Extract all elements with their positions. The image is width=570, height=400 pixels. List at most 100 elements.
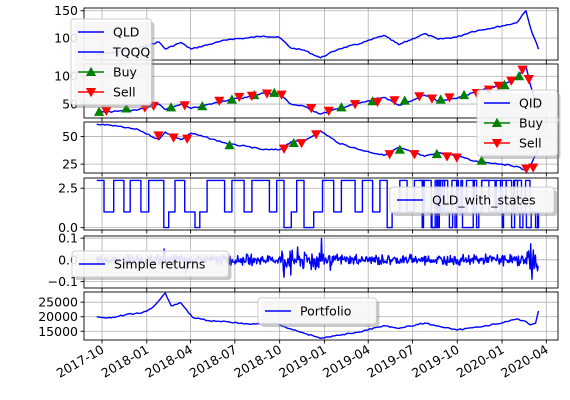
legend-qld-box	[70, 18, 152, 106]
tqqq-panel-buy-marker-11	[458, 89, 470, 100]
qid-panel-sell-marker-4	[296, 139, 307, 149]
x-tick-label-6: 2019-04	[320, 342, 373, 381]
portfolio-panel-plot	[96, 292, 540, 339]
legend-states-box	[389, 186, 555, 214]
legend-qld-label-1: TQQQ	[112, 45, 150, 60]
legend-qid-marker-1	[491, 117, 503, 127]
price-panel-top-ytick-label-1: 150	[54, 3, 78, 18]
x-tick-label-9: 2020-01	[454, 342, 507, 381]
qid-panel-plot	[96, 123, 540, 173]
legend-qid-label-0: QID	[519, 96, 542, 111]
tqqq-panel-sell-marker-10	[323, 106, 334, 116]
tqqq-panel-sell-marker-4	[214, 96, 225, 106]
tqqq-panel-sell-marker-20	[506, 76, 517, 86]
tqqq-panel-buy-marker-2	[166, 102, 177, 112]
qid-panel-sell-marker-5	[311, 130, 322, 140]
legend-returns-box	[71, 250, 229, 278]
tqqq-panel-sell-marker-15	[426, 94, 438, 104]
tqqq-panel-sell-marker-14	[414, 92, 425, 102]
qid-panel-buy-marker-3	[431, 148, 442, 159]
tqqq-panel-sell-marker-7	[261, 89, 273, 99]
tqqq-panel-sell-marker-11	[349, 100, 361, 110]
qid-panel-sell-marker-2	[182, 134, 193, 144]
portfolio-panel-frame	[83, 291, 559, 341]
qid-panel-sell-marker-9	[451, 153, 462, 163]
returns-panel-ytick-label-0: −0.1	[48, 274, 78, 289]
tqqq-panel-sell-marker-9	[306, 103, 317, 114]
x-tick-label-4: 2018-10	[231, 342, 284, 381]
tqqq-panel-series-0	[96, 65, 540, 115]
price-panel-top-series-0	[96, 10, 540, 59]
qid-panel-ytick-label-0: 25	[62, 157, 78, 172]
qid-panel-sell-marker-0	[153, 131, 164, 141]
tqqq-panel-buy-marker-0	[93, 106, 105, 116]
states-panel-ytick-label-0: 0.0	[58, 220, 78, 235]
qid-panel-sell-marker-1	[168, 133, 179, 143]
portfolio-panel-ytick-label-1: 20000	[38, 309, 78, 324]
legend-qld-label-0: QLD	[113, 25, 139, 40]
qid-panel-sell-marker-8	[441, 152, 453, 162]
qid-panel-buy-marker-1	[288, 137, 299, 148]
tqqq-panel-sell-marker-5	[234, 92, 245, 103]
tqqq-panel-sell-marker-13	[389, 96, 400, 106]
x-tick-label-1: 2018-01	[99, 342, 152, 381]
legend-states-label-0: QLD_with_states	[432, 193, 536, 208]
tqqq-panel-buy-marker-1	[121, 103, 132, 113]
legend-qld-label-2: Buy	[113, 65, 137, 80]
legends: QLD TQQQ Buy Sell QID Buy Sell QLD_with_states S…	[70, 18, 561, 327]
tqqq-panel-buy-marker-7	[336, 102, 347, 112]
tqqq-panel-buy-marker-10	[435, 94, 446, 104]
legend-qid-label-2: Sell	[519, 136, 542, 151]
qid-panel-sell-marker-10	[521, 164, 532, 173]
price-panel-top-frame	[83, 7, 559, 61]
tqqq-panel-buy-marker-9	[399, 95, 410, 105]
tqqq-panel-buy-marker-6	[269, 87, 280, 97]
tqqq-panel-sell-marker-19	[493, 81, 504, 91]
qid-panel-sell-marker-11	[528, 163, 539, 173]
legend-portfolio-label-0: Portfolio	[300, 304, 351, 319]
x-tick-label-2: 2018-04	[142, 342, 195, 381]
x-tick-label-0: 2017-10	[54, 342, 107, 381]
returns-panel-ytick-label-2: 0.1	[58, 231, 78, 246]
legend-qid-label-1: Buy	[519, 116, 543, 131]
qid-panel-buy-marker-0	[224, 140, 235, 150]
qid-panel-sell-marker-3	[278, 144, 290, 154]
states-panel-ytick-label-1: 2.5	[58, 181, 78, 196]
tqqq-panel-sell-marker-12	[372, 97, 383, 108]
tqqq-panel-buy-marker-12	[499, 79, 510, 90]
tqqq-panel-sell-marker-6	[246, 91, 258, 101]
qid-panel-ytick-label-1: 50	[62, 129, 78, 144]
portfolio-panel-series-0	[96, 292, 540, 339]
qid-panel-buy-marker-4	[476, 155, 487, 165]
tqqq-panel-sell-marker-0	[101, 106, 112, 116]
tqqq-panel-sell-marker-3	[179, 101, 190, 111]
tqqq-panel-sell-marker-16	[444, 93, 455, 103]
qid-panel: 25 50	[62, 121, 559, 177]
legend-qld-marker-3	[85, 88, 97, 98]
x-tick-label-8: 2019-10	[409, 342, 462, 381]
qid-panel-sell-marker-6	[384, 150, 395, 160]
tqqq-panel-buy-marker-4	[226, 94, 238, 104]
states-panel-frame	[83, 177, 559, 231]
legend-qid-marker-2	[491, 139, 503, 149]
x-tick-label-5: 2019-01	[276, 342, 329, 381]
x-tick-label-3: 2018-07	[187, 342, 240, 381]
x-axis: 2017-102018-012018-042018-072018-102019-…	[54, 342, 551, 381]
legend-returns-label-0: Simple returns	[114, 257, 205, 272]
tqqq-panel-plot	[93, 65, 540, 116]
legend-qld-label-3: Sell	[113, 85, 136, 100]
portfolio-panel-ytick-label-0: 15000	[38, 324, 78, 339]
x-tick-label-10: 2020-04	[498, 342, 551, 381]
qid-panel-buy-marker-2	[394, 144, 405, 154]
tqqq-panel-sell-marker-22	[523, 75, 534, 85]
price-panel-top-plot	[96, 10, 540, 59]
qid-panel-frame	[83, 121, 559, 174]
tqqq-panel-sell-marker-8	[276, 90, 287, 100]
tqqq-panel-buy-marker-13	[513, 71, 525, 81]
tqqq-panel-buy-marker-3	[197, 101, 208, 111]
legend-qld-marker-2	[85, 66, 97, 76]
qid-panel-sell-marker-7	[409, 150, 420, 160]
x-tick-label-7: 2019-07	[364, 342, 417, 381]
